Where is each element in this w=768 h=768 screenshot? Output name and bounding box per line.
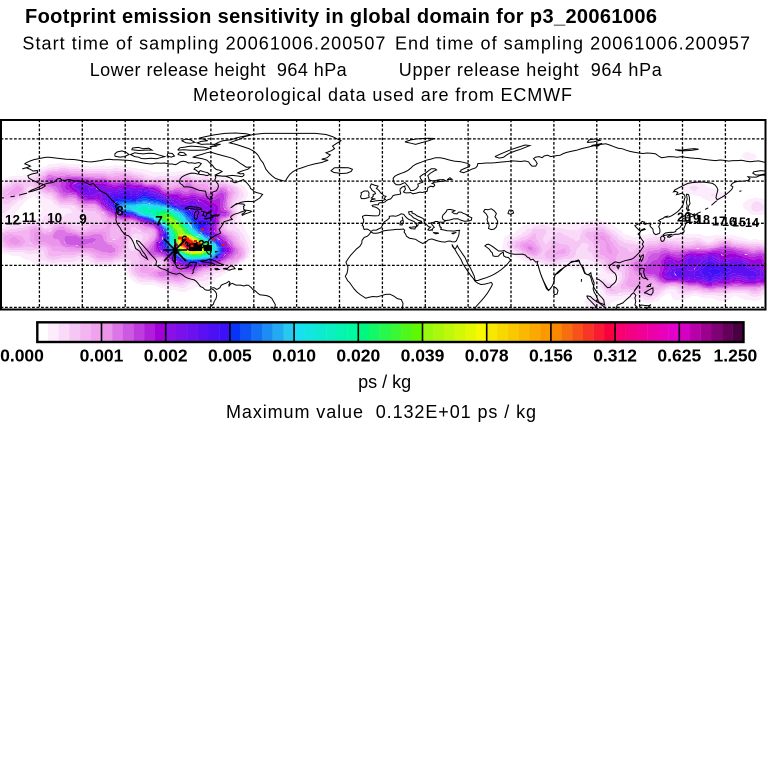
svg-text:Maximum value 0.132E+01 ps /: Maximum value 0.132E+01 ps / kg xyxy=(226,402,536,422)
svg-text:17: 17 xyxy=(712,214,726,228)
svg-text:16: 16 xyxy=(722,215,736,229)
svg-text:0.005: 0.005 xyxy=(208,346,252,366)
svg-text:10: 10 xyxy=(47,211,62,226)
svg-text:0.312: 0.312 xyxy=(593,346,637,366)
svg-text:15: 15 xyxy=(732,215,746,229)
svg-text:0.625: 0.625 xyxy=(657,346,701,366)
svg-text:Lower release height 964 hPa: Lower release height 964 hPa xyxy=(90,60,348,80)
svg-text:8: 8 xyxy=(116,204,124,219)
svg-text:0.156: 0.156 xyxy=(529,346,573,366)
svg-text:Meteorological data used are f: Meteorological data used are from ECMWF xyxy=(193,85,572,105)
svg-text:0.001: 0.001 xyxy=(80,346,124,366)
svg-text:0.078: 0.078 xyxy=(465,346,509,366)
svg-text:Upper release height 964 hPa: Upper release height 964 hPa xyxy=(399,60,663,80)
svg-text:Start time of sampling 2006100: Start time of sampling 20061006.200507 xyxy=(22,34,385,54)
svg-text:0.000: 0.000 xyxy=(0,346,44,366)
svg-text:ps / kg: ps / kg xyxy=(358,372,411,392)
svg-text:18: 18 xyxy=(696,213,710,227)
svg-text:0.010: 0.010 xyxy=(272,346,316,366)
svg-text:9: 9 xyxy=(79,212,87,227)
svg-text:0.020: 0.020 xyxy=(336,346,380,366)
svg-text:Footprint emission sensitivity: Footprint emission sensitivity in global… xyxy=(25,6,657,28)
svg-text:7: 7 xyxy=(155,214,163,229)
svg-text:19: 19 xyxy=(686,212,700,226)
svg-text:14: 14 xyxy=(745,216,759,230)
svg-text:0.039: 0.039 xyxy=(401,346,445,366)
svg-text:11: 11 xyxy=(22,210,37,225)
svg-text:1.250: 1.250 xyxy=(714,346,758,366)
svg-text:End time of sampling 20061006.: End time of sampling 20061006.200957 xyxy=(395,34,750,54)
svg-text:20: 20 xyxy=(677,211,691,225)
svg-text:12: 12 xyxy=(5,213,20,228)
svg-text:0.002: 0.002 xyxy=(144,346,188,366)
